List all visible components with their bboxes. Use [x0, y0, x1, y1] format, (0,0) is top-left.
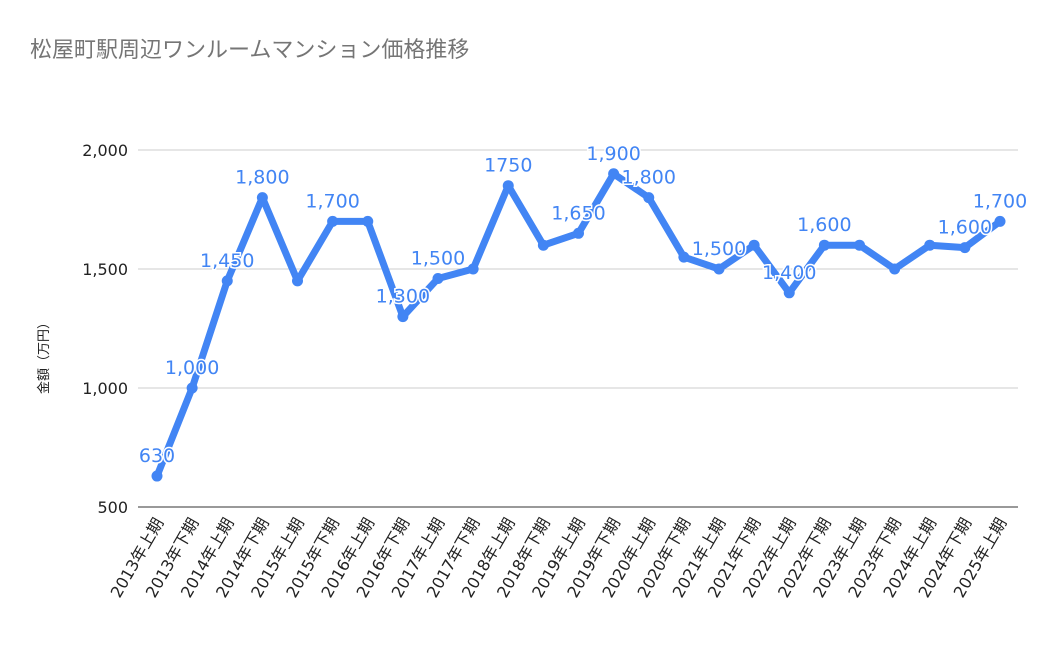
- data-point: [678, 251, 690, 263]
- y-tick-label: 2,000: [82, 141, 128, 160]
- data-point: [994, 215, 1006, 227]
- data-label: 1,800: [235, 167, 289, 189]
- data-point: [151, 470, 163, 482]
- data-label: 1,700: [973, 190, 1027, 212]
- data-point: [959, 242, 971, 254]
- data-point: [713, 263, 725, 275]
- data-label: 630: [139, 445, 175, 467]
- data-point: [256, 192, 268, 204]
- data-label: 1,900: [586, 143, 640, 165]
- data-label: 1,450: [200, 250, 254, 272]
- data-label: 1,700: [305, 190, 359, 212]
- data-label: 1,300: [376, 286, 430, 308]
- data-point: [783, 287, 795, 299]
- data-label: 1,800: [622, 167, 676, 189]
- data-point: [573, 227, 584, 239]
- data-point: [818, 239, 830, 251]
- y-tick-label: 1,000: [82, 379, 128, 398]
- data-label: 1,600: [938, 217, 992, 239]
- data-label: 1,000: [165, 357, 219, 379]
- data-point: [327, 215, 339, 227]
- data-point: [643, 192, 655, 204]
- y-axis-label: 金額（万円）: [36, 316, 52, 394]
- data-label: 1,600: [797, 214, 851, 236]
- data-point: [537, 239, 549, 251]
- data-point: [362, 215, 374, 227]
- data-point: [397, 311, 409, 323]
- data-point: [186, 382, 198, 394]
- data-point: [432, 273, 444, 285]
- data-point: [502, 180, 514, 192]
- data-label: 1,650: [551, 202, 605, 224]
- data-label: 1,500: [411, 248, 465, 270]
- chart-title: 松屋町駅周辺ワンルームマンション価格推移: [30, 38, 470, 63]
- data-label: 1750: [484, 155, 532, 177]
- data-point: [854, 239, 865, 251]
- data-label: 1,400: [762, 262, 816, 284]
- data-point: [608, 168, 620, 180]
- data-point: [221, 275, 233, 287]
- data-point: [748, 239, 760, 251]
- data-point: [924, 239, 936, 251]
- data-point: [889, 263, 901, 275]
- y-tick-label: 1,500: [82, 260, 128, 279]
- data-point: [467, 263, 479, 275]
- data-label: 1,500: [692, 238, 746, 260]
- data-point: [292, 275, 303, 287]
- y-tick-label: 500: [97, 498, 128, 517]
